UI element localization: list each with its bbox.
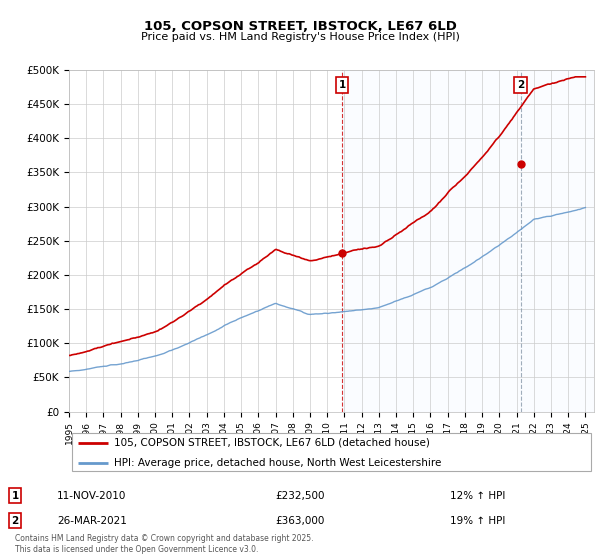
Text: Contains HM Land Registry data © Crown copyright and database right 2025.
This d: Contains HM Land Registry data © Crown c… bbox=[15, 534, 314, 554]
Text: 1: 1 bbox=[338, 80, 346, 90]
Text: £232,500: £232,500 bbox=[275, 491, 325, 501]
Text: 2: 2 bbox=[11, 516, 19, 526]
Text: 105, COPSON STREET, IBSTOCK, LE67 6LD (detached house): 105, COPSON STREET, IBSTOCK, LE67 6LD (d… bbox=[113, 437, 430, 447]
FancyBboxPatch shape bbox=[71, 433, 592, 471]
Text: 11-NOV-2010: 11-NOV-2010 bbox=[57, 491, 127, 501]
Text: 12% ↑ HPI: 12% ↑ HPI bbox=[450, 491, 505, 501]
Bar bbox=[342, 70, 594, 412]
Text: 19% ↑ HPI: 19% ↑ HPI bbox=[450, 516, 505, 526]
Text: 26-MAR-2021: 26-MAR-2021 bbox=[57, 516, 127, 526]
Text: £363,000: £363,000 bbox=[275, 516, 325, 526]
Text: 105, COPSON STREET, IBSTOCK, LE67 6LD: 105, COPSON STREET, IBSTOCK, LE67 6LD bbox=[143, 20, 457, 32]
Text: Price paid vs. HM Land Registry's House Price Index (HPI): Price paid vs. HM Land Registry's House … bbox=[140, 32, 460, 43]
Text: HPI: Average price, detached house, North West Leicestershire: HPI: Average price, detached house, Nort… bbox=[113, 458, 441, 468]
Text: 1: 1 bbox=[11, 491, 19, 501]
Text: 2: 2 bbox=[517, 80, 524, 90]
